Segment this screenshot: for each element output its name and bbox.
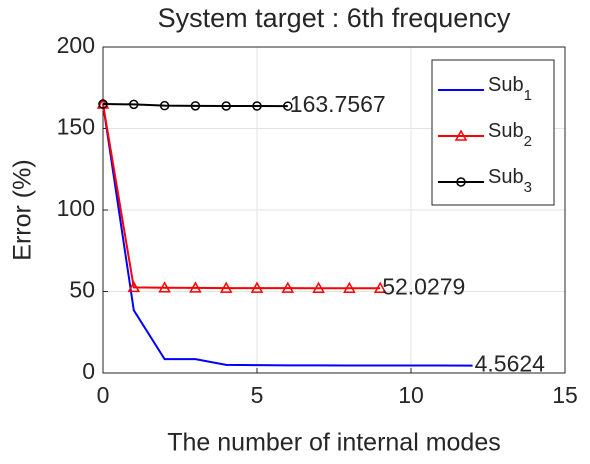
- legend-box: [431, 59, 555, 206]
- marker: [373, 281, 387, 293]
- marker: [127, 280, 141, 293]
- chart-title: System target : 6th frequency: [158, 3, 511, 33]
- x-tick-label: 0: [97, 382, 110, 408]
- marker: [190, 101, 201, 111]
- marker: [250, 281, 264, 293]
- y-tick-label: 50: [69, 277, 95, 303]
- marker: [159, 100, 170, 111]
- data-label: 163.7567: [290, 91, 386, 117]
- x-axis-label: The number of internal modes: [167, 429, 501, 457]
- x-tick-label: 10: [398, 382, 424, 408]
- marker: [312, 281, 325, 293]
- marker: [219, 281, 233, 293]
- marker: [98, 99, 108, 109]
- data-label: 4.5624: [475, 351, 546, 377]
- marker: [283, 101, 293, 111]
- x-tick-label: 15: [552, 382, 578, 408]
- x-tick-label: 5: [251, 382, 264, 408]
- series-line: [102, 103, 381, 290]
- data-label: 52.0279: [382, 273, 465, 299]
- marker: [454, 129, 468, 141]
- marker: [221, 101, 231, 111]
- marker: [281, 281, 295, 293]
- legend-label: Sub2: [488, 120, 532, 150]
- marker: [189, 281, 202, 293]
- y-tick-label: 200: [57, 32, 95, 58]
- y-axis-label: Error (%): [9, 159, 37, 260]
- marker: [456, 177, 466, 187]
- y-tick-label: 100: [57, 195, 95, 221]
- series-line: [102, 103, 288, 108]
- plot-frame: [102, 46, 566, 374]
- y-tick-label: 0: [82, 358, 95, 384]
- legend-label: Sub3: [488, 166, 532, 196]
- marker: [252, 101, 262, 111]
- marker: [158, 281, 171, 293]
- marker: [129, 99, 139, 110]
- marker: [343, 281, 356, 293]
- y-tick-label: 150: [57, 114, 95, 140]
- series-line: [102, 103, 473, 367]
- legend-label: Sub1: [488, 74, 532, 104]
